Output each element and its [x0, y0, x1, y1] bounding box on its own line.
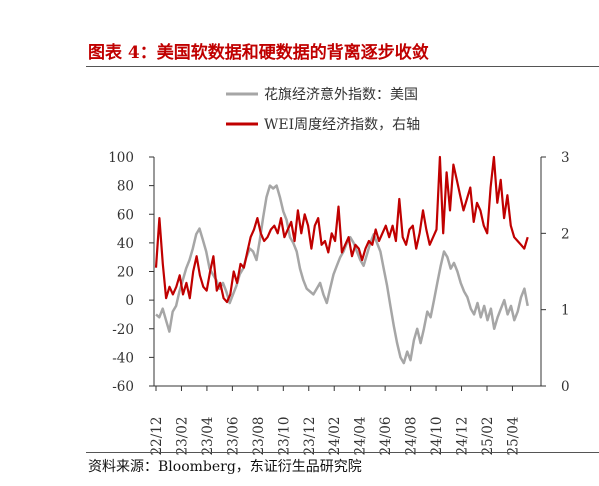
title-divider [86, 66, 599, 67]
chart-title: 图表 4：美国软数据和硬数据的背离逐步收敛 [88, 43, 429, 63]
left-tick-label: -60 [112, 379, 134, 395]
source-divider [86, 452, 599, 453]
right-tick-label: 1 [561, 303, 570, 319]
right-tick-label: 2 [561, 226, 570, 242]
left-tick-label: 80 [117, 179, 134, 195]
x-tick-label: 25/02 [480, 417, 496, 456]
x-tick-label: 23/10 [276, 417, 292, 456]
right-tick-label: 3 [561, 150, 570, 166]
x-tick-label: 24/10 [429, 417, 445, 456]
left-tick-label: -40 [112, 350, 134, 366]
legend-label-wei: WEI周度经济指数，右轴 [264, 117, 420, 133]
wei-series-line [154, 155, 529, 304]
left-tick-label: 20 [117, 265, 134, 281]
x-tick-label: 22/12 [149, 417, 165, 456]
x-tick-label: 23/08 [251, 417, 267, 456]
x-tick-label: 23/12 [302, 417, 318, 456]
x-tick-label: 23/04 [200, 417, 216, 456]
left-tick-label: 60 [117, 207, 134, 223]
left-tick-label: 100 [108, 150, 134, 166]
x-tick-label: 24/02 [327, 417, 343, 456]
left-tick-label: 40 [117, 236, 134, 252]
left-tick-label: -20 [112, 322, 134, 338]
x-tick-label: 23/02 [174, 417, 190, 456]
source-note: 资料来源：Bloomberg，东证衍生品研究院 [88, 459, 362, 475]
left-tick-label: 0 [125, 293, 134, 309]
right-tick-label: 0 [561, 379, 570, 395]
x-tick-label: 24/08 [404, 417, 420, 456]
x-tick-label: 25/04 [505, 417, 521, 456]
x-tick-label: 24/06 [378, 417, 394, 456]
citi-surprise-series-line [155, 184, 529, 365]
x-tick-label: 23/06 [225, 417, 241, 456]
x-tick-label: 24/04 [353, 417, 369, 456]
legend-label-citi: 花旗经济意外指数：美国 [264, 86, 418, 103]
x-tick-label: 24/12 [455, 417, 471, 456]
